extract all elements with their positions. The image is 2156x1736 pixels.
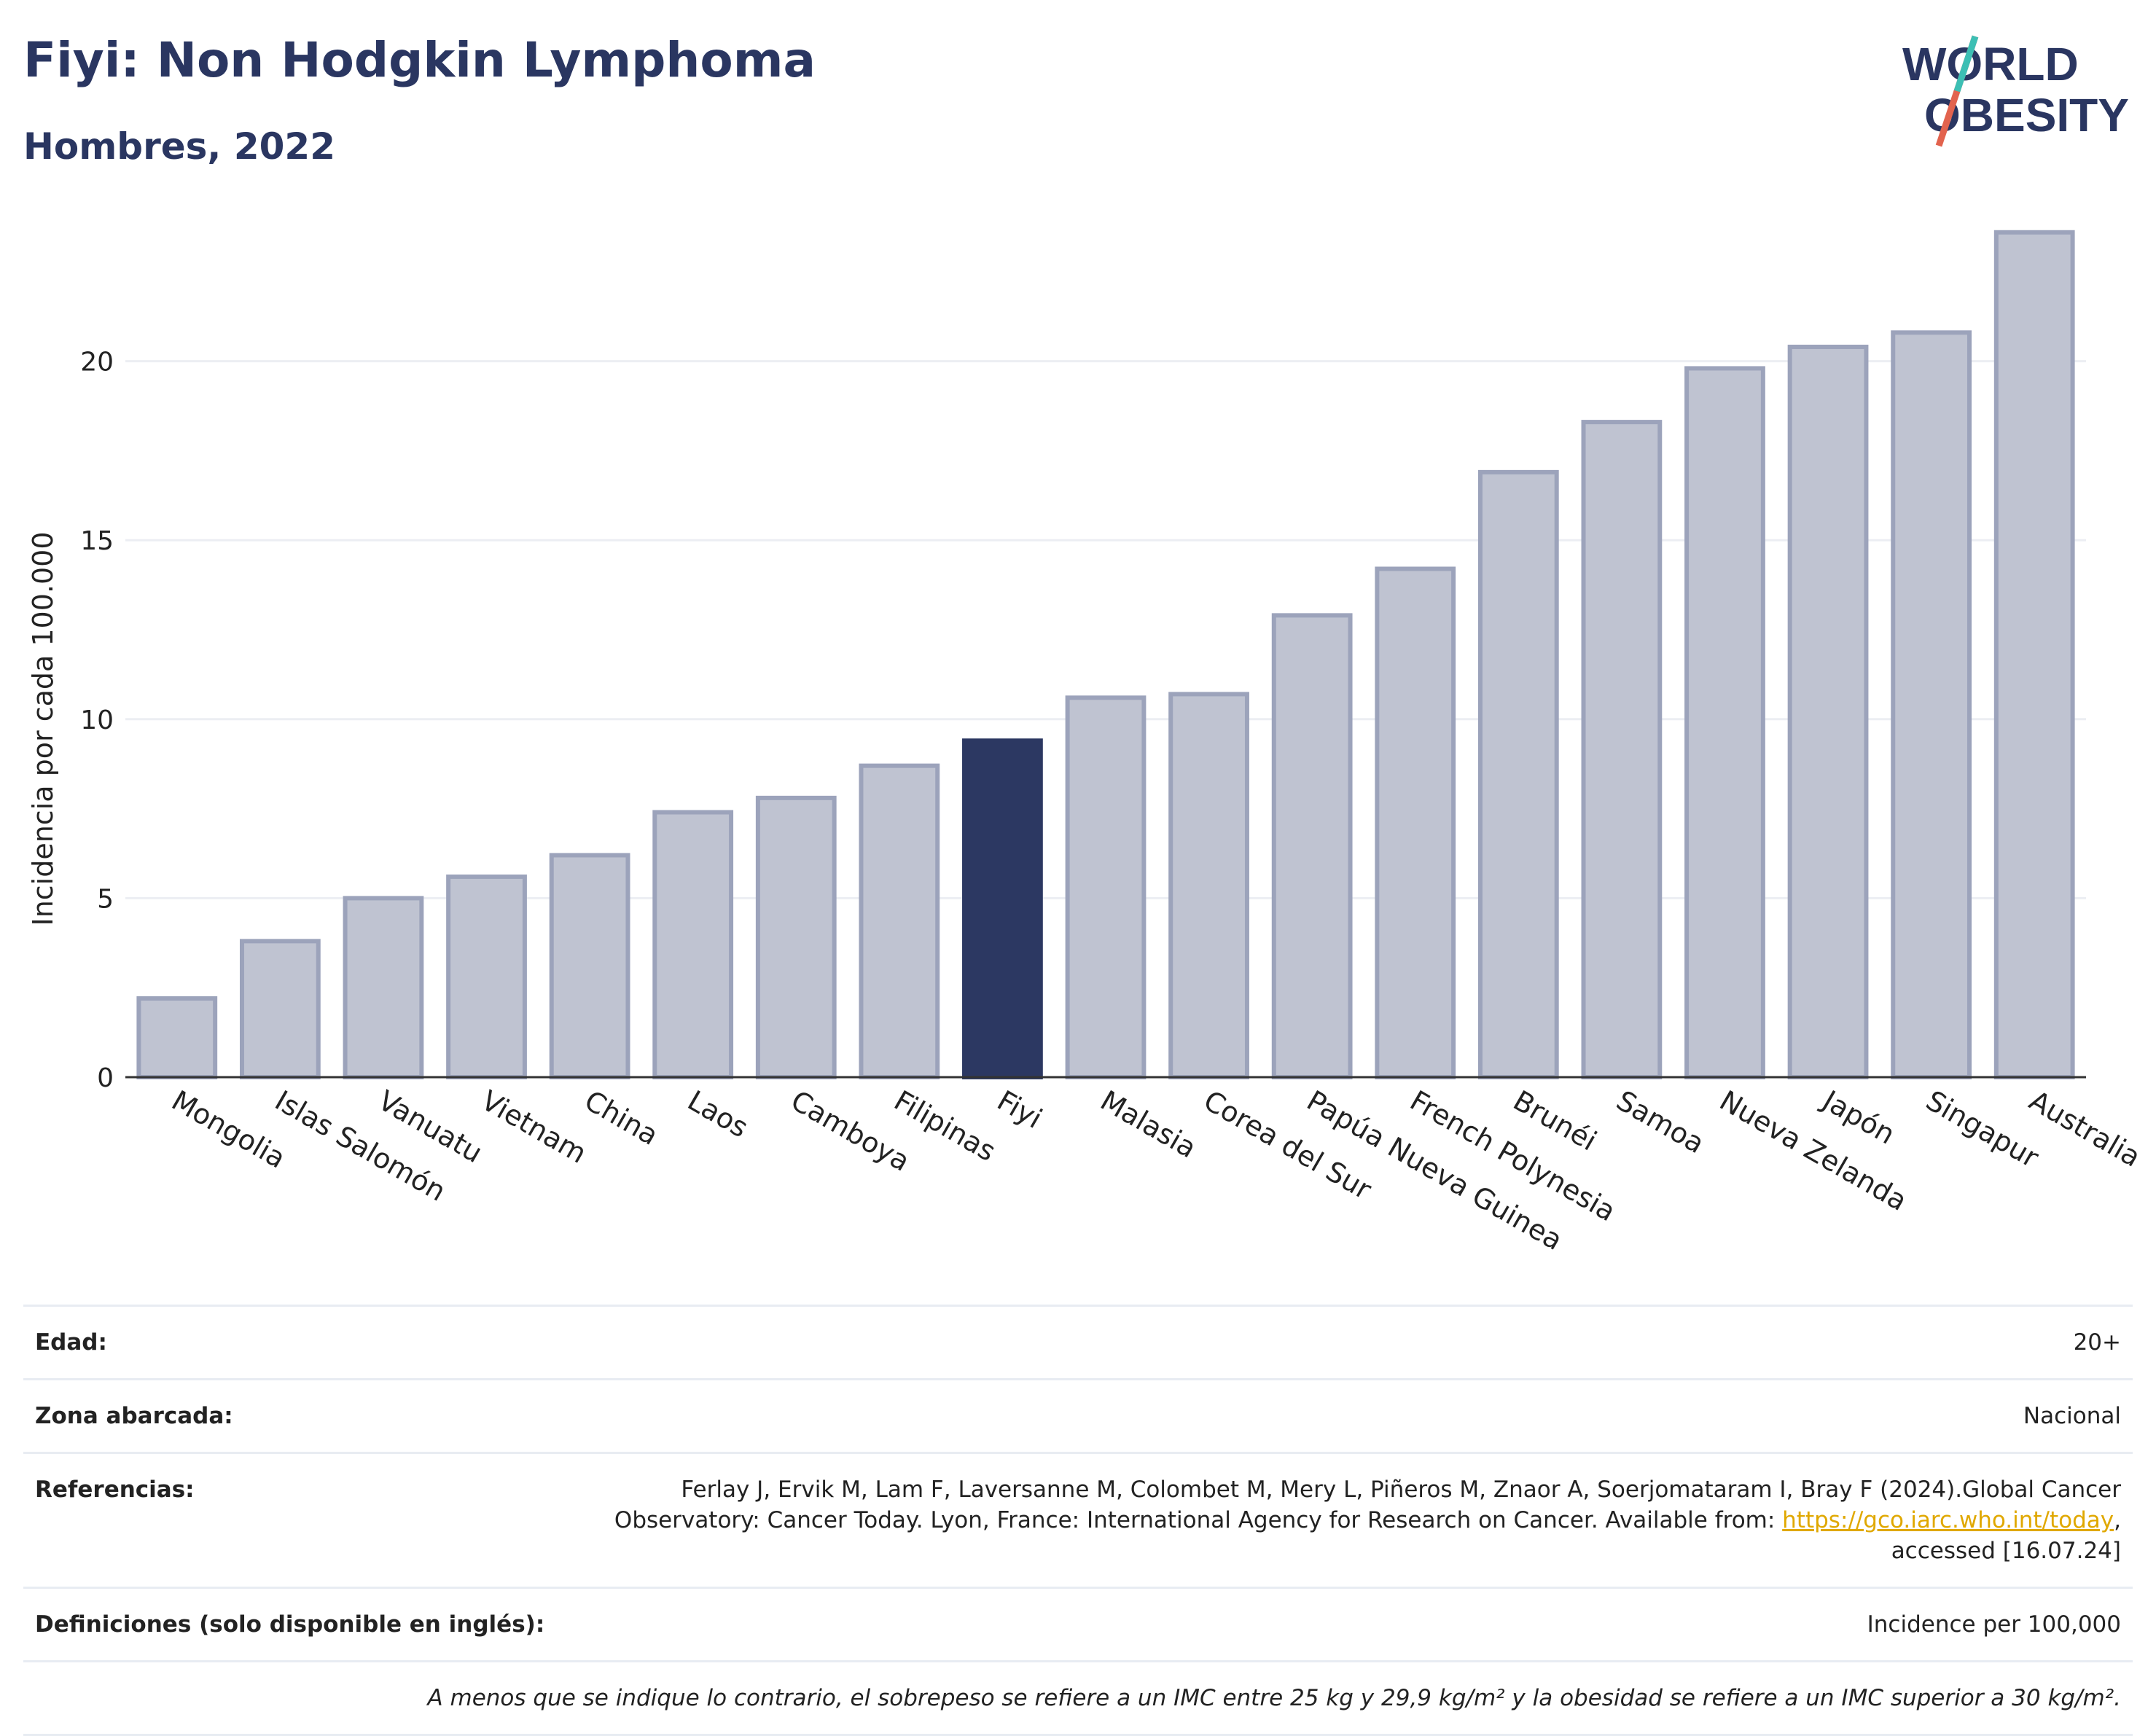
x-tick-label: Australia: [2024, 1084, 2147, 1173]
bars: [136, 230, 2075, 1080]
x-tick-label: Singapur: [1921, 1084, 2044, 1174]
bar-french-polynesia: [1375, 566, 1456, 1079]
coverage-label: Zona abarcada:: [35, 1403, 233, 1429]
references-line1: Ferlay J, Ervik M, Lam F, Laversanne M, …: [681, 1477, 2121, 1503]
y-tick-label: 20: [80, 348, 114, 378]
x-tick-label: Camboya: [786, 1084, 915, 1178]
svg-text:OBESITY: OBESITY: [1924, 89, 2129, 141]
metadata-table: Edad: 20+ Zona abarcada: Nacional Refere…: [23, 1305, 2133, 1736]
bar-brunéi: [1477, 469, 1559, 1079]
bar-malasia: [1065, 695, 1147, 1079]
bar-islas-salomón: [239, 939, 321, 1079]
references-line2: Observatory: Cancer Today. Lyon, France:…: [614, 1507, 1783, 1533]
coverage-value: Nacional: [2023, 1403, 2121, 1429]
bar-vietnam: [446, 874, 527, 1079]
y-axis-label: Incidencia por cada 100.000: [27, 531, 59, 926]
bar-camboya: [755, 795, 837, 1079]
references-value: Ferlay J, Ervik M, Lam F, Laversanne M, …: [614, 1474, 2121, 1566]
y-tick-label: 5: [97, 884, 114, 914]
definitions-value: Incidence per 100,000: [1867, 1611, 2121, 1638]
definitions-row: Definiciones (solo disponible en inglés)…: [23, 1587, 2133, 1660]
y-tick-label: 0: [97, 1063, 114, 1093]
bar-china: [549, 853, 630, 1080]
x-tick-label: Mongolia: [166, 1084, 291, 1175]
references-link[interactable]: https://gco.iarc.who.int/today: [1782, 1507, 2114, 1533]
y-tick-label: 15: [80, 526, 114, 556]
x-tick-label: Samoa: [1611, 1084, 1709, 1160]
bar-laos: [652, 810, 734, 1079]
bar-nueva-zelanda: [1684, 366, 1765, 1079]
world-obesity-logo: WORLD OBESITY: [1902, 35, 2129, 147]
x-tick-label: Vietnam: [476, 1084, 592, 1170]
bar-fiyi: [962, 738, 1043, 1079]
references-line2-end: ,: [2114, 1507, 2121, 1533]
bar-filipinas: [859, 763, 940, 1079]
y-tick-label: 10: [80, 705, 114, 735]
age-value: 20+: [2073, 1329, 2121, 1356]
x-tick-label: Laos: [682, 1084, 754, 1144]
age-row: Edad: 20+: [23, 1305, 2133, 1378]
bar-samoa: [1581, 420, 1663, 1079]
definitions-label: Definiciones (solo disponible en inglés)…: [35, 1611, 545, 1638]
bar-vanuatu: [343, 896, 424, 1080]
bar-papúa-nueva-guinea: [1271, 613, 1353, 1079]
bar-corea-del-sur: [1168, 692, 1249, 1079]
chart-subtitle: Hombres, 2022: [23, 125, 335, 168]
references-line3: accessed [16.07.24]: [1891, 1538, 2121, 1564]
references-label: Referencias:: [35, 1477, 195, 1503]
obesity-note: A menos que se indique lo contrario, el …: [427, 1685, 2121, 1711]
bar-japón: [1787, 344, 1869, 1079]
age-label: Edad:: [35, 1329, 107, 1356]
x-tick-label: Islas Salomón: [270, 1084, 451, 1208]
coverage-row: Zona abarcada: Nacional: [23, 1378, 2133, 1452]
note-row: A menos que se indique lo contrario, el …: [23, 1660, 2133, 1736]
x-tick-label: Malasia: [1095, 1084, 1202, 1165]
svg-text:WORLD: WORLD: [1902, 38, 2079, 90]
y-axis-ticks: 0 5 10 15 20: [80, 348, 114, 1093]
references-row: Referencias: Ferlay J, Ervik M, Lam F, L…: [23, 1452, 2133, 1587]
chart-title: Fiyi: Non Hodgkin Lymphoma: [23, 32, 816, 88]
x-tick-label: Fiyi: [992, 1084, 1047, 1135]
bar-australia: [1993, 230, 2075, 1080]
bar-mongolia: [136, 996, 218, 1080]
x-tick-label: Nueva Zelanda: [1714, 1084, 1913, 1217]
bar-singapur: [1891, 330, 1972, 1079]
